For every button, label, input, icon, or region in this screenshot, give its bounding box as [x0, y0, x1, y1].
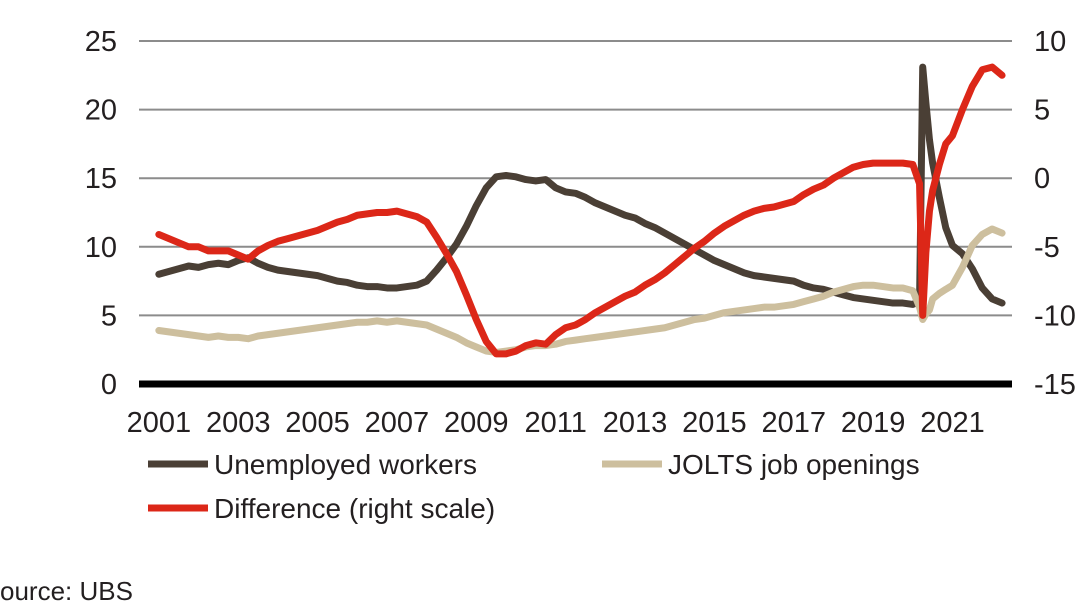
- y-axis-tick-label: 20: [85, 95, 117, 127]
- x-axis-tick-label: 2019: [841, 407, 906, 439]
- y2-axis-tick-label: -10: [1034, 300, 1076, 332]
- series-line-1: [155, 225, 1006, 356]
- x-axis-tick-label: 2021: [920, 407, 985, 439]
- series-line-0: [155, 63, 1006, 308]
- x-axis-tick-label: 2015: [682, 407, 747, 439]
- y-axis-tick-label: 10: [85, 232, 117, 264]
- x-axis-tick-label: 2005: [285, 407, 350, 439]
- x-axis-tick-label: 2017: [761, 407, 826, 439]
- legend-label-1: JOLTS job openings: [668, 449, 920, 480]
- x-axis-tick-label: 2001: [127, 407, 192, 439]
- x-axis-tick-label: 2007: [365, 407, 430, 439]
- x-axis-tick-label: 2003: [206, 407, 271, 439]
- legend-label-2: Difference (right scale): [214, 493, 495, 524]
- y-axis-tick-label: 5: [101, 300, 117, 332]
- x-axis-tick-label: 2013: [603, 407, 668, 439]
- x-axis-tick-label: 2009: [444, 407, 509, 439]
- x-axis-tick-label: 2011: [524, 407, 586, 439]
- y-axis-tick-label: 25: [85, 26, 117, 58]
- y-axis-tick-label: 0: [101, 369, 117, 401]
- source-note: ource: UBS: [0, 576, 133, 606]
- series-line-2: [155, 63, 1006, 358]
- y2-axis-tick-label: -15: [1034, 369, 1076, 401]
- legend-label-0: Unemployed workers: [214, 449, 477, 480]
- y2-axis-tick-label: -5: [1034, 232, 1060, 264]
- y2-axis-tick-label: 10: [1034, 26, 1066, 58]
- y2-axis-tick-label: 5: [1034, 95, 1050, 127]
- y2-axis-tick-label: 0: [1034, 163, 1050, 195]
- y-axis-tick-label: 15: [85, 163, 117, 195]
